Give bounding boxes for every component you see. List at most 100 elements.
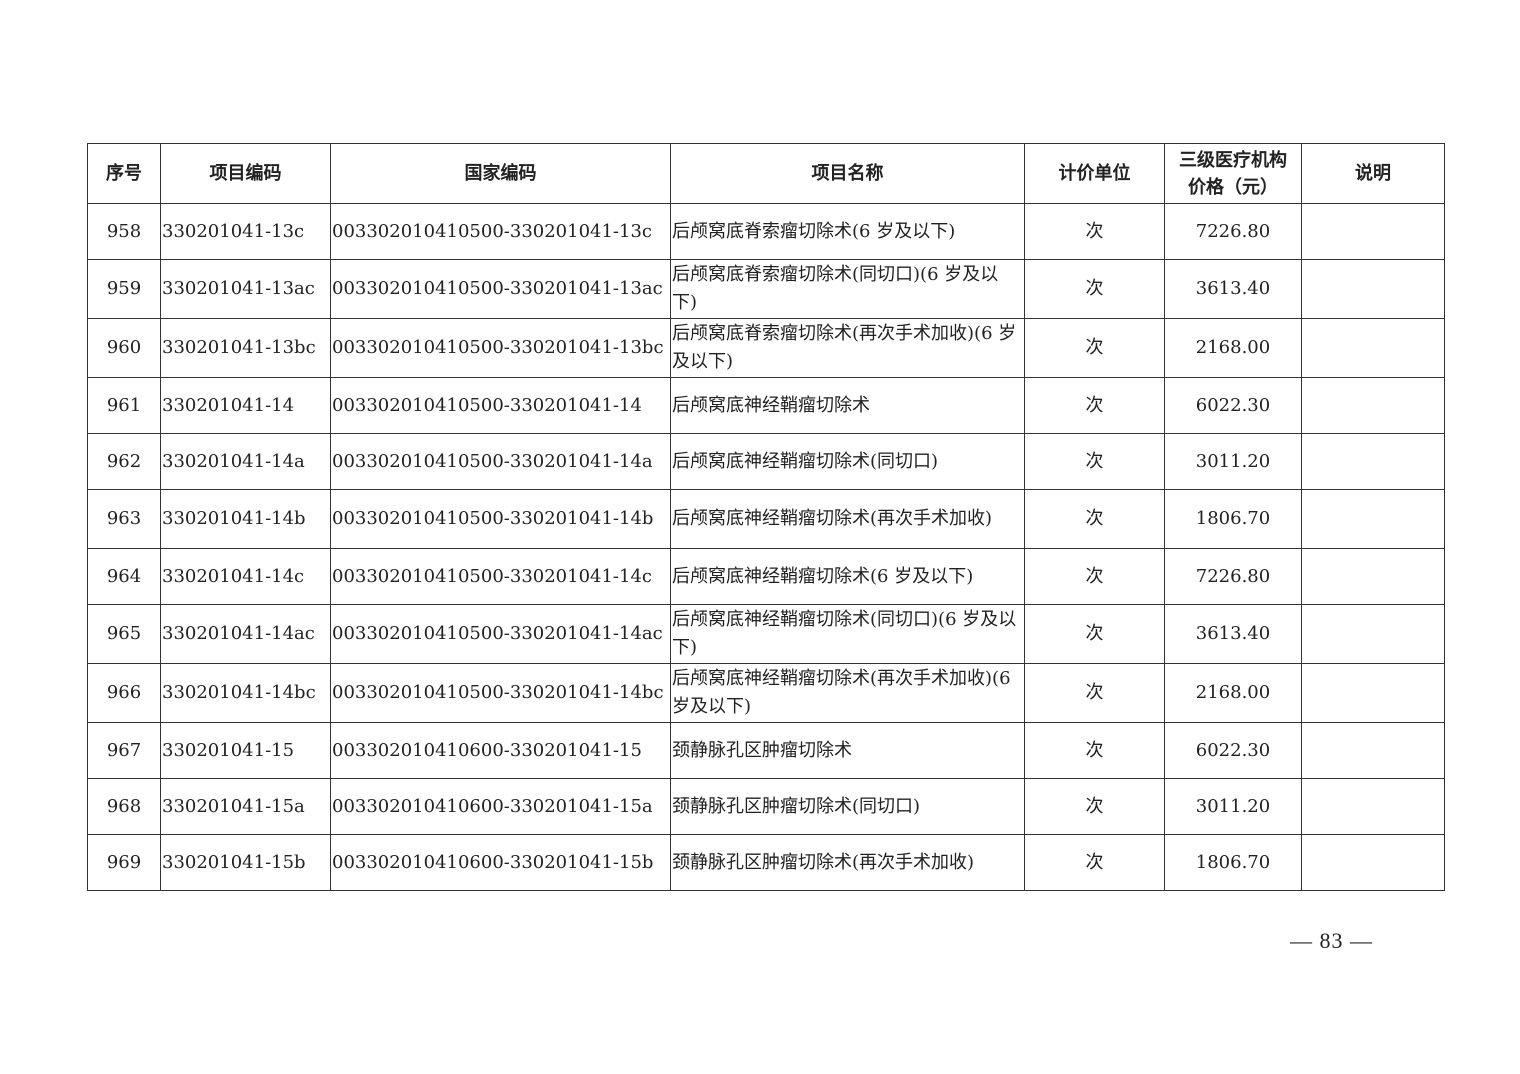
cell-name: 颈静脉孔区肿瘤切除术(再次手术加收) [670, 834, 1025, 891]
cell-national-code: 003302010410500-330201041-13c [330, 203, 671, 260]
cell-price: 3613.40 [1164, 604, 1302, 664]
table-row: 960 330201041-13bc 003302010410500-3302010… [87, 318, 1445, 378]
price-table: 序号 项目编码 国家编码 项目名称 计价单位 三级医疗机构 价格（元） 说明 95… [87, 143, 1445, 891]
cell-no: 959 [87, 259, 161, 319]
cell-name: 后颅窝底神经鞘瘤切除术 [670, 377, 1025, 434]
cell-national-code: 003302010410500-330201041-14a [330, 433, 671, 490]
cell-note [1301, 433, 1445, 490]
header-unit: 计价单位 [1024, 143, 1165, 204]
cell-no: 963 [87, 489, 161, 549]
table-row: 967 330201041-15 003302010410600-330201041… [87, 722, 1445, 779]
table-row: 958 330201041-13c 003302010410500-33020104… [87, 203, 1445, 260]
cell-name: 颈静脉孔区肿瘤切除术(同切口) [670, 778, 1025, 835]
cell-national-code: 003302010410500-330201041-13bc [330, 318, 671, 378]
cell-unit: 次 [1024, 722, 1165, 779]
cell-code: 330201041-15b [160, 834, 331, 891]
cell-no: 967 [87, 722, 161, 779]
cell-unit: 次 [1024, 663, 1165, 723]
cell-price: 3011.20 [1164, 433, 1302, 490]
cell-unit: 次 [1024, 259, 1165, 319]
cell-note [1301, 318, 1445, 378]
cell-no: 960 [87, 318, 161, 378]
cell-price: 2168.00 [1164, 318, 1302, 378]
cell-no: 964 [87, 548, 161, 605]
cell-unit: 次 [1024, 377, 1165, 434]
cell-code: 330201041-14ac [160, 604, 331, 664]
page-number: — 83 — [1290, 928, 1373, 953]
cell-note [1301, 604, 1445, 664]
cell-note [1301, 203, 1445, 260]
cell-note [1301, 663, 1445, 723]
header-national-code: 国家编码 [330, 143, 671, 204]
cell-no: 969 [87, 834, 161, 891]
cell-code: 330201041-13ac [160, 259, 331, 319]
cell-note [1301, 259, 1445, 319]
cell-national-code: 003302010410600-330201041-15b [330, 834, 671, 891]
cell-note [1301, 377, 1445, 434]
cell-price: 6022.30 [1164, 377, 1302, 434]
cell-price: 3613.40 [1164, 259, 1302, 319]
cell-no: 966 [87, 663, 161, 723]
cell-unit: 次 [1024, 433, 1165, 490]
cell-name: 后颅窝底神经鞘瘤切除术(再次手术加收) [670, 489, 1025, 549]
cell-code: 330201041-14bc [160, 663, 331, 723]
cell-price: 1806.70 [1164, 834, 1302, 891]
cell-unit: 次 [1024, 203, 1165, 260]
cell-note [1301, 834, 1445, 891]
cell-name: 后颅窝底神经鞘瘤切除术(同切口) [670, 433, 1025, 490]
table-row: 968 330201041-15a 003302010410600-33020104… [87, 778, 1445, 835]
cell-name: 后颅窝底神经鞘瘤切除术(再次手术加收)(6 岁及以下) [670, 663, 1025, 723]
table-row: 964 330201041-14c 003302010410500-33020104… [87, 548, 1445, 605]
cell-unit: 次 [1024, 489, 1165, 549]
cell-name: 后颅窝底神经鞘瘤切除术(同切口)(6 岁及以下) [670, 604, 1025, 664]
cell-code: 330201041-14a [160, 433, 331, 490]
cell-no: 968 [87, 778, 161, 835]
header-code: 项目编码 [160, 143, 331, 204]
cell-price: 3011.20 [1164, 778, 1302, 835]
cell-name: 后颅窝底神经鞘瘤切除术(6 岁及以下) [670, 548, 1025, 605]
cell-no: 958 [87, 203, 161, 260]
table-row: 961 330201041-14 003302010410500-330201041… [87, 377, 1445, 434]
table-row: 966 330201041-14bc 003302010410500-3302010… [87, 663, 1445, 723]
header-no: 序号 [87, 143, 161, 204]
cell-code: 330201041-15 [160, 722, 331, 779]
cell-national-code: 003302010410500-330201041-14b [330, 489, 671, 549]
cell-price: 1806.70 [1164, 489, 1302, 549]
cell-name: 后颅窝底脊索瘤切除术(6 岁及以下) [670, 203, 1025, 260]
cell-note [1301, 489, 1445, 549]
cell-price: 7226.80 [1164, 548, 1302, 605]
table-row: 962 330201041-14a 003302010410500-33020104… [87, 433, 1445, 490]
cell-name: 后颅窝底脊索瘤切除术(同切口)(6 岁及以下) [670, 259, 1025, 319]
cell-code: 330201041-14b [160, 489, 331, 549]
cell-code: 330201041-13bc [160, 318, 331, 378]
cell-code: 330201041-14c [160, 548, 331, 605]
cell-national-code: 003302010410500-330201041-14c [330, 548, 671, 605]
table-row: 963 330201041-14b 003302010410500-33020104… [87, 489, 1445, 549]
cell-price: 2168.00 [1164, 663, 1302, 723]
table-row: 969 330201041-15b 003302010410600-33020104… [87, 834, 1445, 891]
header-price: 三级医疗机构 价格（元） [1164, 143, 1302, 204]
cell-code: 330201041-13c [160, 203, 331, 260]
cell-price: 6022.30 [1164, 722, 1302, 779]
table-row: 959 330201041-13ac 003302010410500-3302010… [87, 259, 1445, 319]
cell-unit: 次 [1024, 778, 1165, 835]
cell-no: 962 [87, 433, 161, 490]
cell-national-code: 003302010410600-330201041-15 [330, 722, 671, 779]
cell-note [1301, 548, 1445, 605]
cell-national-code: 003302010410600-330201041-15a [330, 778, 671, 835]
cell-unit: 次 [1024, 834, 1165, 891]
table-row: 965 330201041-14ac 003302010410500-3302010… [87, 604, 1445, 664]
cell-national-code: 003302010410500-330201041-14 [330, 377, 671, 434]
header-price-line1: 三级医疗机构 [1179, 149, 1287, 171]
header-name: 项目名称 [670, 143, 1025, 204]
cell-unit: 次 [1024, 548, 1165, 605]
cell-price: 7226.80 [1164, 203, 1302, 260]
cell-code: 330201041-15a [160, 778, 331, 835]
header-row: 序号 项目编码 国家编码 项目名称 计价单位 三级医疗机构 价格（元） 说明 [87, 143, 1445, 204]
cell-national-code: 003302010410500-330201041-14bc [330, 663, 671, 723]
cell-national-code: 003302010410500-330201041-13ac [330, 259, 671, 319]
cell-name: 颈静脉孔区肿瘤切除术 [670, 722, 1025, 779]
cell-note [1301, 722, 1445, 779]
cell-note [1301, 778, 1445, 835]
cell-unit: 次 [1024, 604, 1165, 664]
